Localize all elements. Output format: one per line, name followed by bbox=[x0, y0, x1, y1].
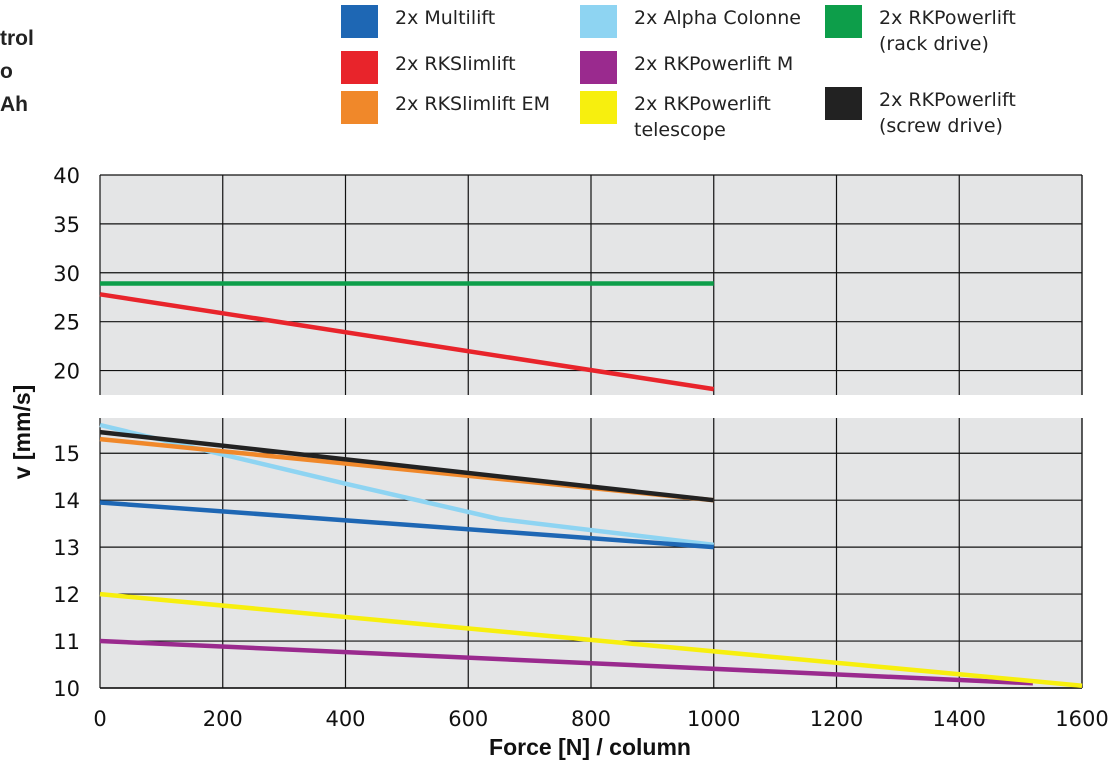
legend-label: 2x RKPowerlift (screw drive) bbox=[879, 89, 1016, 137]
legend-label: 2x Multilift bbox=[395, 7, 496, 29]
y-tick-label: 40 bbox=[53, 164, 80, 188]
y-tick-label: 35 bbox=[53, 213, 80, 237]
legend-label: 2x RKSlimlift bbox=[395, 53, 516, 75]
y-tick-label: 14 bbox=[53, 489, 80, 513]
legend-label: 2x Alpha Colonne bbox=[634, 7, 802, 29]
legend-item-rkpowerlift-m: 2x RKPowerlift M bbox=[580, 51, 824, 84]
y-tick-label: 11 bbox=[53, 630, 80, 654]
series-line bbox=[99, 500, 714, 550]
legend-swatch bbox=[580, 5, 617, 38]
cropped-side-text: trol o Ah bbox=[0, 22, 34, 121]
legend-swatch bbox=[341, 91, 378, 124]
legend-swatch bbox=[341, 51, 378, 84]
legend-label: 2x RKPowerlift (rack drive) bbox=[879, 7, 1016, 55]
x-tick-label: 800 bbox=[571, 707, 611, 731]
series-lines bbox=[99, 281, 1083, 688]
cropped-text-line-1: trol bbox=[0, 27, 34, 50]
legend-item-multilift: 2x Multilift bbox=[341, 5, 585, 38]
series-line bbox=[99, 422, 715, 548]
y-tick-label: 10 bbox=[53, 677, 80, 701]
x-tick-label: 0 bbox=[93, 707, 106, 731]
y-tick-label: 12 bbox=[53, 583, 80, 607]
legend-swatch bbox=[341, 5, 378, 38]
y-tick-label: 20 bbox=[53, 360, 80, 384]
x-tick-label: 1000 bbox=[687, 707, 740, 731]
y-tick-label: 15 bbox=[53, 442, 80, 466]
series-line bbox=[99, 638, 1034, 686]
legend-swatch bbox=[825, 5, 862, 38]
series-line bbox=[99, 591, 1083, 688]
legend-item-rkslimlift-em: 2x RKSlimlift EM bbox=[341, 91, 585, 124]
legend-label: 2x RKPowerlift M bbox=[634, 53, 794, 75]
x-tick-label: 1600 bbox=[1055, 707, 1108, 731]
legend-item-rkpowerlift-rack-drive: 2x RKPowerlift (rack drive) bbox=[825, 5, 1069, 57]
x-tick-label: 1200 bbox=[810, 707, 863, 731]
series-line bbox=[99, 292, 715, 392]
cropped-text-line-3: Ah bbox=[0, 93, 28, 116]
y-axis-label: v [mm/s] bbox=[9, 385, 35, 480]
x-tick-label: 1400 bbox=[933, 707, 986, 731]
y-tick-label: 30 bbox=[53, 262, 80, 286]
legend-item-rkslimlift: 2x RKSlimlift bbox=[341, 51, 585, 84]
y-tick-label: 25 bbox=[53, 311, 80, 335]
legend-item-alpha-colonne: 2x Alpha Colonne bbox=[580, 5, 824, 38]
legend-swatch bbox=[825, 87, 862, 120]
legend-label: 2x RKPowerlift telescope bbox=[634, 93, 771, 141]
y-tick-label: 13 bbox=[53, 536, 80, 560]
series-line bbox=[99, 429, 715, 503]
x-axis-label: Force [N] / column bbox=[489, 734, 691, 760]
legend-swatch bbox=[580, 51, 617, 84]
x-tick-label: 400 bbox=[325, 707, 365, 731]
legend-item-rkpowerlift-telescope: 2x RKPowerlift telescope bbox=[580, 91, 824, 143]
x-tick-label: 600 bbox=[448, 707, 488, 731]
x-tick-label: 200 bbox=[203, 707, 243, 731]
legend-item-rkpowerlift-screw-drive: 2x RKPowerlift (screw drive) bbox=[825, 87, 1069, 139]
tick-labels: 0 200 400 600 800 1000 1200 1400 1600 20 25 30 35 40 1… bbox=[53, 164, 1108, 731]
legend-label: 2x RKSlimlift EM bbox=[395, 93, 550, 115]
cropped-text-line-2: o bbox=[0, 60, 13, 83]
legend-swatch bbox=[580, 91, 617, 124]
